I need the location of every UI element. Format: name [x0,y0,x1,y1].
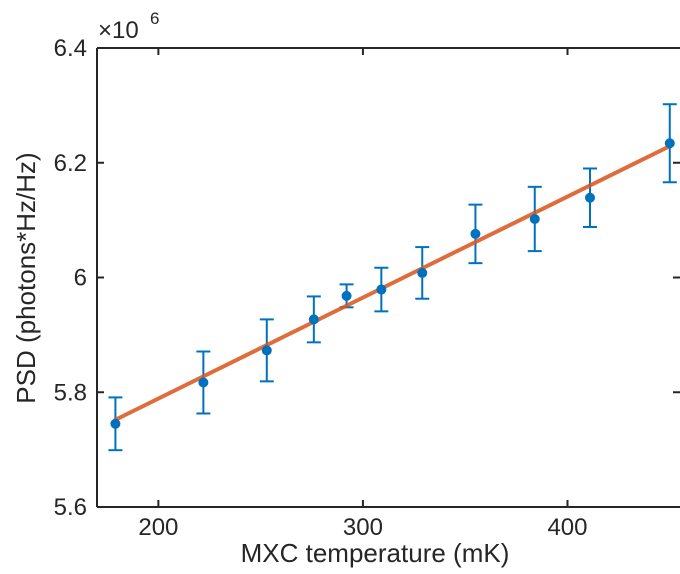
x-tick-label: 200 [138,514,178,541]
y-tick-label: 6 [74,265,87,292]
y-tick-label: 6.2 [54,150,87,177]
y-tick-label: 5.8 [54,379,87,406]
tick-labels-group: 200 300 400 5.6 5.8 6 6.2 6.4 [54,35,588,541]
data-point [417,267,428,278]
data-point [110,418,121,429]
fit-line [113,144,672,422]
y-axis-label: PSD (photons*Hz/Hz) [11,152,41,403]
data-point [584,192,595,203]
data-point [470,228,481,239]
x-axis-label: MXC temperature (mK) [241,538,510,568]
data-point [308,314,319,325]
y-tick-label: 5.6 [54,494,87,521]
data-point [261,345,272,356]
x-tick-label: 400 [547,514,587,541]
ticks-group [97,47,680,508]
data-points-group [110,138,675,429]
y-multiplier-base: ×10 [98,17,139,44]
fit-line-group [113,144,672,422]
data-point [341,290,352,301]
plot-frame [96,47,680,508]
x-tick-label: 300 [343,514,383,541]
errorbars-group [108,103,677,452]
y-multiplier-exponent: 6 [150,9,159,28]
data-point [529,213,540,224]
y-tick-label: 6.4 [54,35,87,62]
data-point [664,138,675,149]
data-point [376,284,387,295]
data-point [198,377,209,388]
